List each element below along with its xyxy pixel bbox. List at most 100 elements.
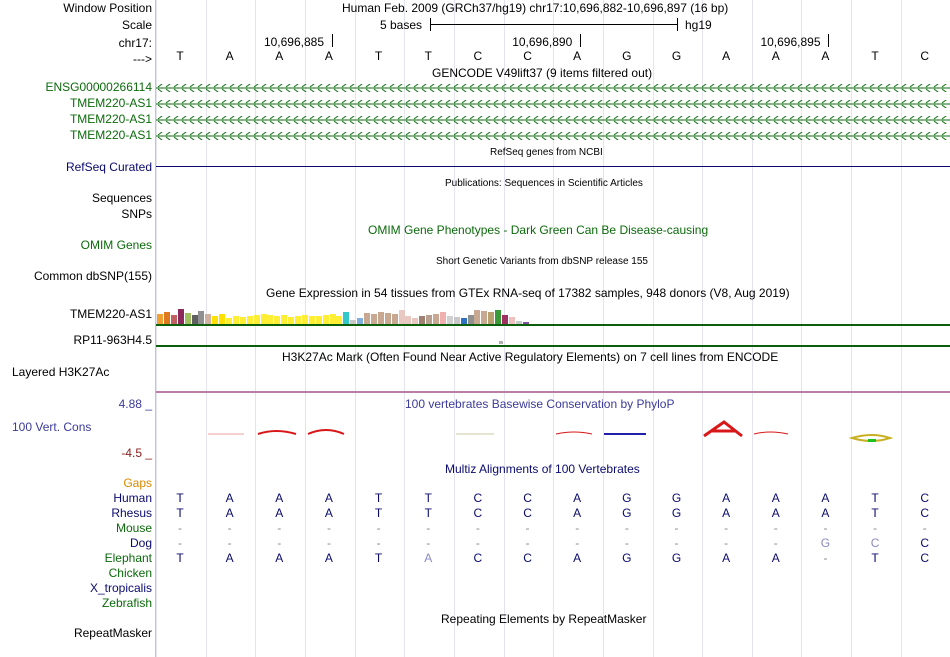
multiz-base: -: [277, 521, 282, 535]
multiz-species-label[interactable]: Elephant: [104, 551, 152, 565]
gencode-line-1[interactable]: [156, 84, 950, 92]
gencode-line-2[interactable]: [156, 100, 950, 108]
gtex-tissue-bar[interactable]: [419, 316, 426, 324]
gtex-tissue-bar[interactable]: [357, 318, 364, 324]
gtex-tissue-bar[interactable]: [384, 313, 391, 324]
gtex-tissue-bar[interactable]: [433, 314, 439, 324]
gridline: [354, 0, 356, 657]
gtex-tissue-bar[interactable]: [481, 311, 488, 324]
cons-wiggle[interactable]: [156, 412, 950, 452]
gtex-tissue-bar[interactable]: [508, 317, 515, 324]
gtex-tissue-bar[interactable]: [288, 317, 295, 324]
gtex-tissue-bar[interactable]: [239, 317, 246, 324]
gtex-tissue-bar[interactable]: [474, 310, 481, 324]
gtex-tissue-bar[interactable]: [301, 315, 308, 324]
gtex-tissue-bar[interactable]: [515, 321, 522, 324]
gtex-tissue-bar[interactable]: [467, 315, 474, 324]
publications-sequences-label[interactable]: Sequences: [91, 191, 152, 205]
gtex-tissue-bar[interactable]: [426, 315, 433, 324]
multiz-species-label[interactable]: X_tropicalis: [89, 581, 152, 595]
multiz-base: G: [671, 506, 682, 520]
gencode-item-label[interactable]: TMEM220-AS1: [69, 96, 152, 110]
gencode-item-label[interactable]: TMEM220-AS1: [69, 112, 152, 126]
gtex-tissue-bar[interactable]: [460, 318, 467, 324]
gtex-tissue-bar[interactable]: [377, 312, 384, 324]
gtex-tissue-bar[interactable]: [226, 318, 232, 324]
dbsnp-label[interactable]: Common dbSNP(155): [33, 269, 152, 283]
gencode-item-label[interactable]: TMEM220-AS1: [69, 128, 152, 142]
gtex-tissue-bar[interactable]: [322, 315, 329, 324]
gtex-tissue-bar[interactable]: [260, 314, 267, 324]
multiz-base: T: [374, 551, 383, 565]
multiz-base: A: [821, 506, 830, 520]
gtex-tissue-bar[interactable]: [453, 317, 460, 324]
gencode-gene-lines[interactable]: [156, 80, 950, 144]
multiz-species-label[interactable]: Chicken: [108, 566, 152, 580]
gtex-tissue-bar[interactable]: [350, 320, 357, 324]
multiz-base: -: [326, 521, 331, 535]
multiz-species-label[interactable]: Human: [113, 491, 152, 505]
gtex-tissue-bar[interactable]: [364, 313, 370, 324]
gtex-tissue-bar[interactable]: [412, 318, 419, 324]
gtex-tissue-bar[interactable]: [343, 312, 350, 324]
gtex-tissue-bar[interactable]: [184, 313, 191, 324]
gtex-tissue-bar[interactable]: [315, 316, 322, 324]
multiz-species-label[interactable]: Mouse: [115, 521, 152, 535]
gtex-tissue-bar[interactable]: [170, 315, 177, 324]
gtex-tissue-bar[interactable]: [205, 314, 212, 324]
gtex-tissue-bar[interactable]: [370, 314, 377, 324]
gtex-tissue-bar[interactable]: [446, 316, 453, 324]
gtex-tissue-bar[interactable]: [391, 314, 398, 324]
gtex-tissue-bar[interactable]: [219, 314, 226, 324]
gtex-tissue-bar[interactable]: [267, 315, 274, 324]
refseq-label[interactable]: RefSeq Curated: [65, 160, 152, 174]
h3k27ac-label[interactable]: Layered H3K27Ac: [12, 365, 110, 379]
gtex-tissue-bar[interactable]: [157, 314, 163, 324]
gtex-tissue-bar[interactable]: [495, 310, 502, 324]
gtex-small-bar[interactable]: [499, 341, 503, 344]
gtex-tissue-bar[interactable]: [198, 311, 205, 324]
gtex-gene-label[interactable]: TMEM220-AS1: [69, 307, 152, 321]
multiz-species-label[interactable]: Dog: [129, 536, 152, 550]
cons-label[interactable]: 100 Vert. Cons: [12, 420, 92, 434]
gtex-tissue-bar[interactable]: [177, 309, 184, 324]
gtex-tissue-bar[interactable]: [308, 316, 315, 324]
gtex-tissue-bar[interactable]: [295, 316, 301, 324]
multiz-species-label[interactable]: Zebrafish: [101, 596, 152, 610]
gtex-tissue-bar[interactable]: [232, 316, 239, 324]
multiz-base: A: [324, 551, 333, 565]
multiz-base: -: [823, 521, 828, 535]
multiz-base: C: [523, 491, 532, 505]
gtex-tissue-bar[interactable]: [398, 310, 405, 324]
gtex-tissue-bar[interactable]: [522, 322, 529, 324]
multiz-gaps-label[interactable]: Gaps: [123, 476, 152, 490]
gridline: [255, 0, 257, 657]
gtex-tissue-bar[interactable]: [405, 316, 412, 324]
publications-snps-label[interactable]: SNPs: [121, 207, 152, 221]
scale-bar-left-tick: [430, 18, 431, 31]
gtex-tissue-bar[interactable]: [336, 316, 343, 324]
gtex-tissue-bar[interactable]: [439, 312, 446, 324]
gtex-tissue-bar[interactable]: [212, 316, 219, 324]
multiz-base: A: [573, 506, 582, 520]
gtex-tissue-bar[interactable]: [253, 315, 260, 324]
gencode-item-label[interactable]: ENSG00000266114: [45, 80, 152, 94]
gencode-line-3[interactable]: [156, 116, 950, 124]
refseq-line[interactable]: [156, 166, 950, 167]
gtex-tissue-bar[interactable]: [274, 316, 281, 324]
gtex-gene-label[interactable]: RP11-963H4.5: [73, 333, 153, 347]
gtex-tissue-bar[interactable]: [488, 312, 495, 324]
omim-label[interactable]: OMIM Genes: [80, 238, 152, 252]
gtex-tissue-bar[interactable]: [191, 315, 198, 324]
multiz-base: -: [376, 536, 381, 550]
gtex-tissue-bar[interactable]: [163, 312, 170, 324]
gtex-tissue-bar[interactable]: [246, 316, 253, 324]
gtex-tissue-bar[interactable]: [281, 315, 288, 324]
gtex-tissue-bar[interactable]: [329, 314, 336, 324]
gencode-line-4[interactable]: [156, 132, 950, 140]
scale-text: 5 bases: [380, 18, 423, 32]
multiz-species-label[interactable]: Rhesus: [111, 506, 152, 520]
repeatmasker-label[interactable]: RepeatMasker: [73, 626, 152, 640]
gtex-tissue-bar[interactable]: [502, 315, 508, 324]
gridline: [801, 0, 803, 657]
